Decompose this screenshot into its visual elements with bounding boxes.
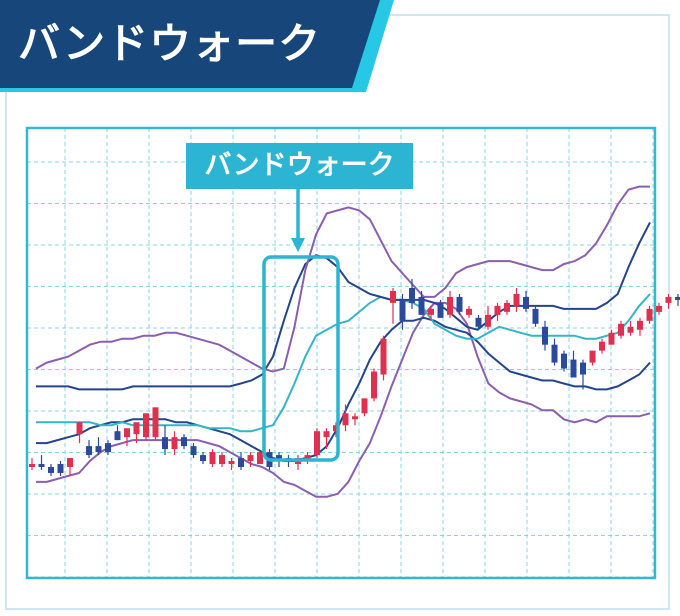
bullish-candle [209, 452, 216, 465]
bullish-candle [504, 302, 510, 312]
bullish-candle [76, 422, 83, 435]
bullish-candle [656, 305, 662, 312]
bullish-candle [589, 350, 596, 363]
bullish-candle [257, 452, 263, 465]
bullish-candle [228, 461, 235, 465]
bearish-candle [57, 464, 64, 473]
lower-outer-band-line [36, 301, 651, 498]
bullish-candle [171, 437, 178, 450]
bearish-candle [276, 455, 282, 462]
bullish-candle [466, 308, 472, 315]
bearish-candle [190, 446, 197, 456]
bearish-candle [95, 446, 102, 453]
bearish-candle [542, 326, 548, 345]
bullish-candle [133, 422, 140, 435]
bullish-candle [646, 308, 653, 321]
bearish-candle [456, 296, 463, 312]
callout-arrow-head [291, 238, 305, 252]
bullish-candle [428, 308, 434, 315]
bearish-candle [181, 437, 187, 447]
bearish-candle [114, 431, 121, 441]
bullish-candle [371, 371, 377, 399]
bullish-candle [333, 425, 339, 432]
bullish-candle [143, 413, 149, 438]
bearish-candle [200, 455, 206, 462]
bullish-candle [67, 458, 73, 467]
bearish-candle [551, 344, 558, 363]
band-walk-highlight-box [262, 255, 340, 462]
bullish-candle [485, 314, 491, 327]
upper-outer-band-line [35, 185, 650, 373]
bearish-candle [475, 317, 482, 327]
bearish-candle [38, 464, 45, 467]
bearish-candle [570, 359, 577, 378]
bullish-candle [599, 341, 605, 351]
bullish-candle [323, 431, 330, 438]
bearish-candle [48, 467, 54, 473]
bearish-candle [437, 302, 444, 318]
bearish-candle [105, 443, 111, 453]
bearish-candle [561, 353, 567, 369]
bullish-candle [618, 323, 624, 336]
bearish-candle [238, 458, 244, 467]
bullish-candle [380, 338, 387, 375]
bullish-candle [314, 431, 320, 456]
bullish-candle [637, 320, 643, 330]
bearish-candle [86, 446, 92, 456]
bullish-candle [361, 398, 368, 414]
bearish-candle [418, 296, 425, 315]
bullish-candle [390, 290, 396, 303]
bullish-candle [29, 464, 35, 467]
bearish-candle [675, 296, 680, 300]
bearish-candle [523, 296, 529, 309]
bullish-candle [665, 296, 672, 303]
bullish-candle [447, 296, 453, 315]
title-banner-background [0, 0, 380, 88]
bullish-candle [513, 293, 520, 306]
bearish-candle [162, 437, 168, 450]
bullish-candle [152, 407, 159, 438]
bullish-candle [627, 326, 634, 333]
bullish-candle [124, 428, 130, 438]
callout-label: バンドウォーク [186, 143, 413, 189]
bullish-candle [608, 332, 615, 345]
bullish-candle [247, 455, 254, 462]
bearish-candle [532, 308, 539, 324]
bearish-candle [409, 288, 415, 303]
bullish-candle [352, 416, 358, 420]
page-title: バンドウォーク [18, 19, 322, 68]
bearish-candle [580, 362, 586, 375]
bearish-candle [399, 299, 406, 321]
chart-border [25, 126, 657, 580]
title-banner [0, 0, 394, 92]
bullish-candle [219, 455, 225, 465]
bullish-candle [342, 413, 349, 426]
bullish-candle [304, 455, 311, 462]
bullish-candle [494, 305, 501, 315]
upper-inner-band-line [36, 221, 651, 391]
